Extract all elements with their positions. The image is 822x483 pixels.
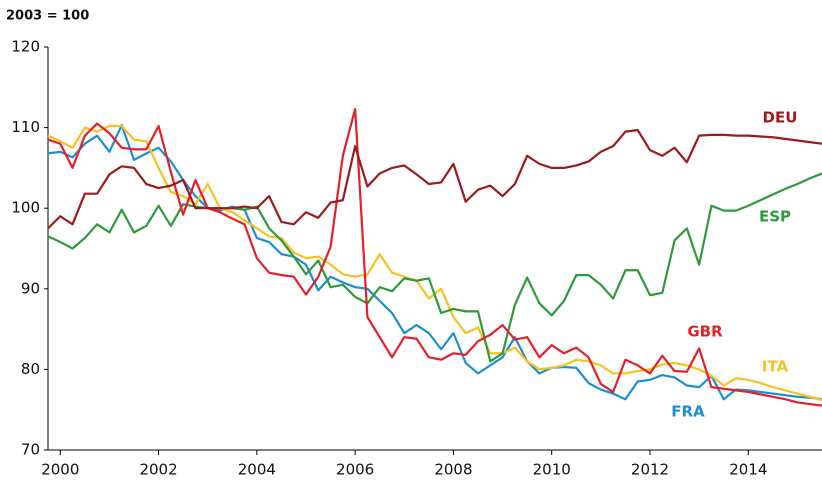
series-label: DEU [763,109,798,127]
series-label: ESP [759,208,791,226]
x-tick-label: 2004 [238,461,276,479]
series-line [47,124,822,401]
y-tick-label: 90 [21,279,40,297]
y-tick-label: 110 [11,118,40,136]
series-label: GBR [687,323,723,341]
series-line [47,172,822,363]
series-line [47,107,822,407]
y-tick-label: 70 [21,441,40,459]
chart-title: 2003 = 100 [6,9,89,24]
series-label: FRA [671,403,705,421]
x-tick-label: 2002 [139,461,177,479]
x-tick-label: 2012 [631,461,669,479]
x-tick-label: 2000 [41,461,79,479]
series-line [47,128,822,230]
x-tick-label: 2008 [434,461,472,479]
x-tick-label: 2010 [533,461,571,479]
x-tick-label: 2006 [336,461,374,479]
y-tick-label: 120 [11,38,40,56]
y-tick-label: 80 [21,360,40,378]
y-tick-label: 100 [11,199,40,217]
series-label: ITA [762,358,789,376]
x-tick-label: 2014 [729,461,767,479]
